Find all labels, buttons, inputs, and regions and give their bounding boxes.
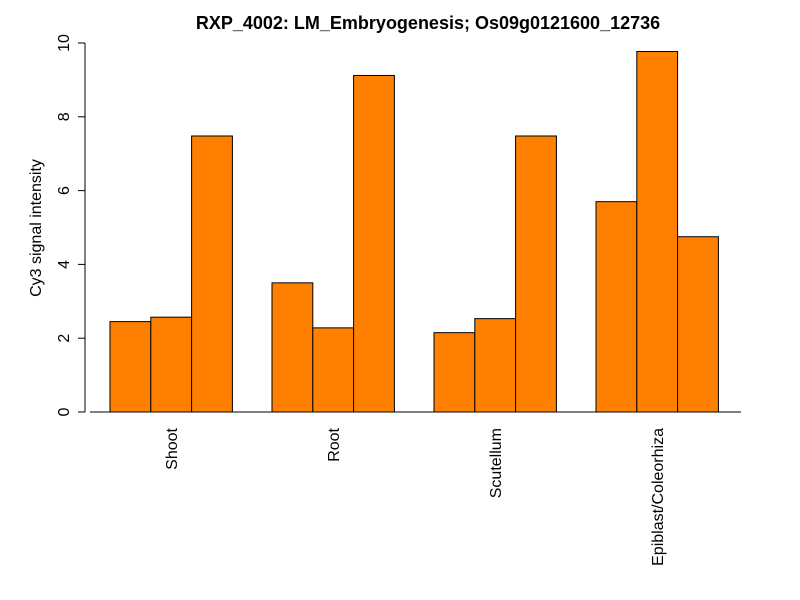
bar: [636, 50, 679, 413]
bar: [109, 321, 152, 413]
y-tick-label: 8: [56, 112, 73, 121]
bar: [150, 316, 193, 413]
bar: [312, 327, 355, 413]
bar: [191, 135, 233, 413]
x-axis-labels: Shoot Root Scutellum Epiblast/Coleorhiza: [164, 427, 667, 565]
y-axis-label: Cy3 signal intensity: [28, 159, 45, 297]
y-tick-label: 2: [56, 334, 73, 343]
bar: [353, 74, 395, 413]
bar: [433, 332, 476, 413]
y-tick-label: 6: [56, 186, 73, 195]
bar: [271, 282, 314, 413]
y-tick-label: 4: [56, 260, 73, 269]
y-tick-label: 10: [56, 34, 73, 52]
y-axis: 0 2 4 6 8 10: [56, 34, 86, 416]
bar: [677, 236, 719, 413]
y-tick-label: 0: [56, 407, 73, 416]
bar: [515, 135, 557, 413]
bars: [109, 50, 719, 413]
category-label: Scutellum: [488, 428, 505, 498]
bar: [595, 201, 638, 413]
bar: [474, 318, 517, 413]
category-label: Root: [326, 427, 343, 461]
category-label: Epiblast/Coleorhiza: [650, 428, 667, 566]
chart-title: RXP_4002: LM_Embryogenesis; Os09g0121600…: [196, 13, 660, 33]
category-label: Shoot: [164, 427, 181, 469]
